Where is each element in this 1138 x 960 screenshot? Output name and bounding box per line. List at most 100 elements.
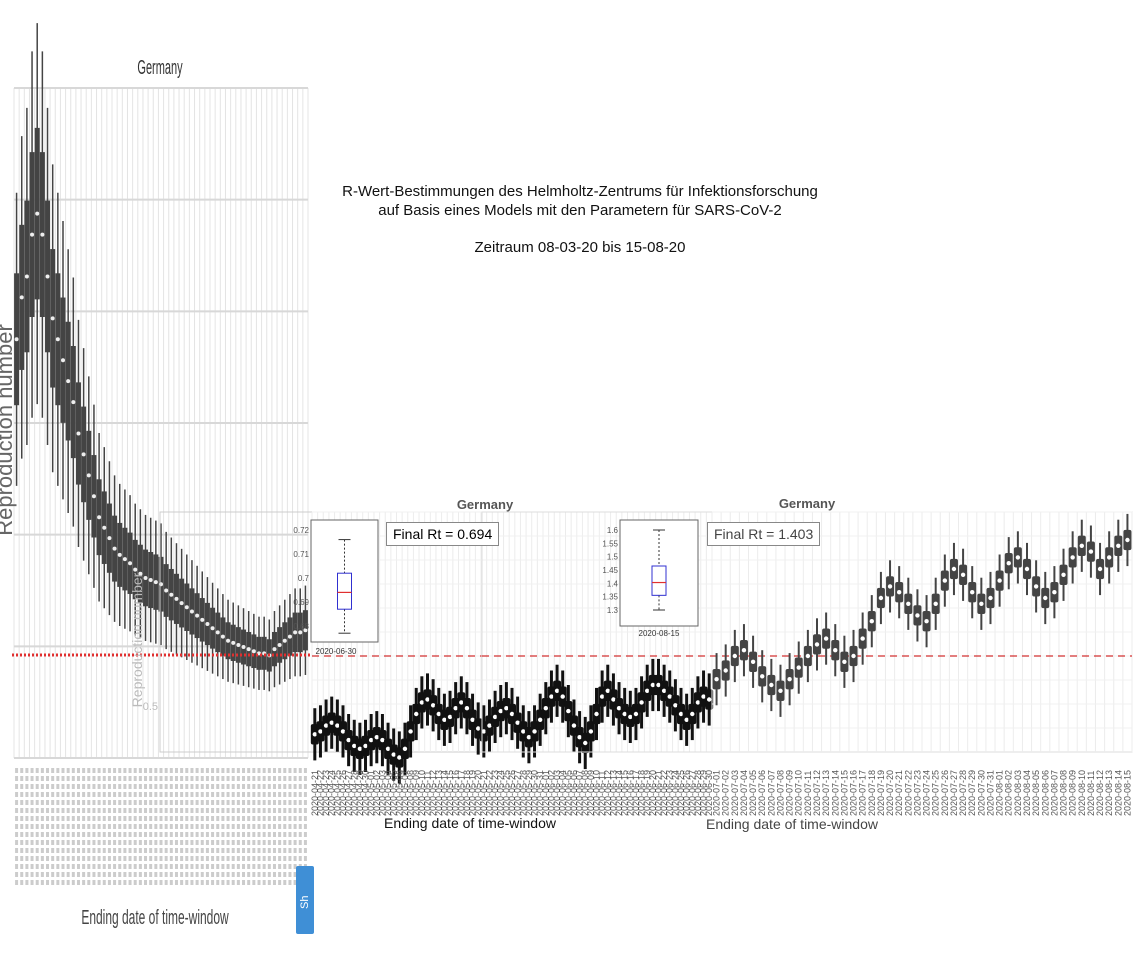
- mid-x-tick-label: 2020-05-10: [417, 770, 427, 816]
- right-x-tick-label: 2020-07-29: [967, 770, 977, 816]
- left-median: [246, 647, 251, 652]
- mid-x-tick-label: 2020-06-23: [665, 770, 675, 816]
- mid-x-tick-label: 2020-05-03: [377, 770, 387, 816]
- right-x-tick-label: 2020-08-06: [1040, 770, 1050, 816]
- right-x-tick-label: 2020-07-20: [885, 770, 895, 816]
- mid-x-tick-label: 2020-05-26: [507, 770, 517, 816]
- mid-median: [312, 732, 318, 737]
- left-panel-boxes: [14, 23, 308, 692]
- mid-median: [464, 706, 470, 711]
- left-median: [282, 638, 287, 643]
- mid-x-tick-label: 2020-04-24: [327, 770, 337, 816]
- mid-x-tick-label: 2020-05-14: [439, 770, 449, 816]
- mid-x-tick-label: 2020-05-12: [428, 770, 438, 816]
- right-panel-title: Germany: [779, 496, 836, 511]
- mid-median: [329, 720, 334, 725]
- right-panel-x-ticks: 2020-07-01 2020-07-02 2020-07-03 2020-07-04…: [712, 770, 1133, 816]
- left-median: [91, 494, 96, 499]
- middle-inset-frame: [310, 519, 379, 643]
- right-median: [1015, 555, 1021, 560]
- mid-x-tick-label: 2020-06-11: [597, 771, 607, 816]
- left-median: [14, 337, 19, 342]
- mid-x-tick-label: 2020-05-02: [372, 770, 382, 816]
- mid-median: [667, 694, 672, 699]
- mid-x-tick-label: 2020-05-23: [490, 770, 500, 816]
- right-x-tick-label: 2020-07-11: [803, 771, 813, 816]
- bottom-button[interactable]: Sh: [296, 866, 314, 934]
- left-median: [251, 649, 256, 654]
- inset-y-tick: 0.68: [293, 622, 309, 631]
- right-median: [732, 653, 738, 659]
- mid-median: [436, 711, 441, 717]
- right-x-tick-label: 2020-07-24: [922, 770, 932, 816]
- mid-median: [526, 735, 532, 740]
- right-median: [1116, 543, 1121, 548]
- mid-median: [678, 711, 684, 717]
- right-median: [760, 674, 765, 679]
- left-median: [66, 379, 71, 384]
- right-x-tick-label: 2020-07-08: [775, 770, 785, 816]
- mid-median: [425, 697, 430, 702]
- mid-median: [391, 752, 396, 757]
- mid-x-tick-label: 2020-06-29: [699, 770, 709, 816]
- inset-y-tick: 1.55: [602, 539, 618, 548]
- mid-median: [549, 694, 554, 699]
- left-median: [55, 337, 60, 342]
- mid-x-tick-label: 2020-06-09: [586, 770, 596, 816]
- left-median: [133, 567, 138, 572]
- mid-median: [346, 737, 351, 743]
- right-x-tick-label: 2020-08-14: [1113, 770, 1123, 816]
- left-panel-x-ticks: [15, 768, 307, 888]
- mid-x-tick-label: 2020-06-05: [563, 770, 573, 816]
- right-median: [924, 619, 929, 624]
- mid-median: [695, 700, 701, 705]
- left-median: [231, 640, 236, 645]
- mid-x-tick-label: 2020-04-29: [355, 770, 365, 816]
- left-median: [102, 525, 107, 530]
- mid-median: [588, 729, 594, 734]
- right-median: [997, 578, 1002, 583]
- mid-x-tick-label: 2020-06-25: [676, 770, 686, 816]
- inset-y-tick: 1.6: [607, 526, 619, 535]
- inset-y-tick: 0.71: [293, 550, 309, 559]
- mid-median: [673, 703, 678, 708]
- right-x-tick-label: 2020-07-13: [821, 770, 831, 816]
- middle-panel-x-ticks: 2020-04-212020-04-222020-04-232020-04-24…: [310, 770, 714, 816]
- inset-y-tick: 0.7: [298, 574, 310, 583]
- mid-median: [430, 703, 436, 708]
- title-line-2: auf Basis eines Models mit den Parameter…: [378, 202, 782, 219]
- right-x-tick-label: 2020-07-14: [830, 770, 840, 816]
- mid-x-tick-label: 2020-05-04: [383, 770, 393, 816]
- mid-median: [481, 729, 487, 734]
- right-median: [723, 668, 728, 673]
- mid-median: [475, 726, 481, 731]
- mid-median: [352, 743, 357, 749]
- right-panel: Germany 2020-07-01 2020-07-02 2020-07-03 20…: [481, 496, 1133, 832]
- mid-median: [611, 697, 616, 702]
- right-median: [1070, 555, 1075, 560]
- right-x-tick-label: 2020-07-23: [912, 770, 922, 816]
- mid-median: [492, 714, 498, 720]
- left-median: [220, 634, 225, 639]
- mid-median: [622, 711, 627, 717]
- mid-median: [571, 723, 577, 728]
- mid-median: [340, 729, 346, 734]
- mid-median: [363, 743, 368, 749]
- right-median: [1061, 572, 1066, 577]
- right-x-tick-label: 2020-07-18: [867, 770, 877, 816]
- middle-panel-x-label: Ending date of time-window: [384, 815, 557, 831]
- right-panel-grid: [711, 511, 1133, 752]
- left-median: [184, 605, 189, 610]
- right-median: [1088, 549, 1094, 554]
- mid-x-tick-label: 2020-06-10: [592, 770, 602, 816]
- right-x-tick-label: 2020-07-16: [849, 770, 859, 816]
- mid-x-tick-label: 2020-05-08: [406, 770, 416, 816]
- mid-x-tick-label: 2020-05-21: [479, 770, 489, 816]
- bottom-button-label: Sh: [299, 895, 311, 909]
- mid-x-tick-label: 2020-06-28: [693, 770, 703, 816]
- mid-x-tick-label: 2020-06-02: [546, 770, 556, 816]
- middle-panel: Germany Reproduction number 0.5 2020-04-…: [129, 497, 714, 831]
- mid-median: [577, 735, 582, 740]
- left-median: [128, 561, 133, 566]
